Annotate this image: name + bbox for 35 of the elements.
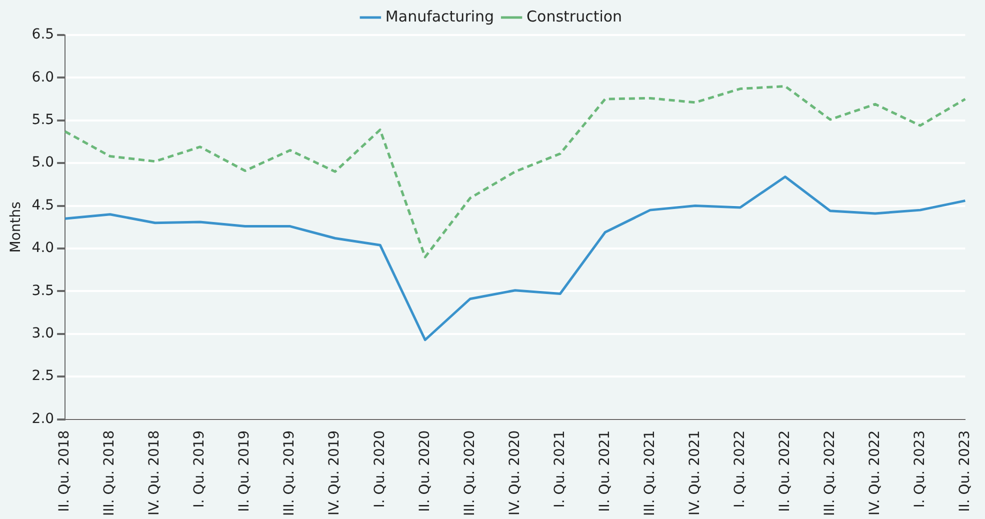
x-tick-label: II. Qu. 2023 bbox=[956, 430, 973, 512]
y-tick-label: 5.5 bbox=[32, 112, 54, 128]
x-tick-label: IV. Qu. 2022 bbox=[866, 430, 883, 516]
y-tick-label: 2.0 bbox=[32, 410, 54, 427]
x-tick-label: II. Qu. 2020 bbox=[416, 430, 433, 512]
x-tick-label: IV. Qu. 2021 bbox=[686, 430, 703, 516]
y-tick-label: 3.5 bbox=[32, 282, 54, 299]
x-tick-label: I. Qu. 2023 bbox=[912, 430, 928, 508]
x-tick-label: I. Qu. 2020 bbox=[372, 430, 388, 508]
x-tick-label: III. Qu. 2018 bbox=[102, 430, 118, 516]
y-tick-label: 6.0 bbox=[32, 69, 54, 86]
legend-label: Construction bbox=[526, 7, 622, 26]
y-tick-label: 6.5 bbox=[32, 26, 54, 43]
x-tick-label: III. Qu. 2020 bbox=[462, 430, 478, 516]
x-tick-label: II. Qu. 2019 bbox=[236, 430, 253, 512]
x-tick-label: I. Qu. 2022 bbox=[732, 430, 748, 508]
y-axis-title: Months bbox=[8, 202, 24, 253]
x-tick-label: III. Qu. 2022 bbox=[822, 430, 838, 516]
y-tick-label: 5.0 bbox=[32, 154, 54, 171]
y-tick-label: 4.5 bbox=[32, 197, 54, 214]
y-tick-label: 3.0 bbox=[32, 326, 54, 342]
y-tick-label: 2.5 bbox=[32, 368, 54, 384]
line-series bbox=[64, 84, 966, 258]
y-tick-label: 4.0 bbox=[32, 240, 54, 256]
x-tick-label: II. Qu. 2022 bbox=[776, 430, 793, 512]
x-tick-label: I. Qu. 2021 bbox=[552, 430, 568, 508]
x-tick-label: IV. Qu. 2020 bbox=[506, 430, 523, 516]
x-tick-label: I. Qu. 2019 bbox=[192, 430, 208, 508]
x-tick-label: IV. Qu. 2019 bbox=[326, 430, 343, 516]
legend-label: Manufacturing bbox=[385, 7, 494, 26]
x-tick-label: III. Qu. 2021 bbox=[642, 430, 658, 516]
x-tick-label: IV. Qu. 2018 bbox=[146, 430, 163, 516]
x-tick-label: II. Qu. 2018 bbox=[56, 430, 73, 512]
x-tick-label: III. Qu. 2019 bbox=[282, 430, 298, 516]
x-tick-label: II. Qu. 2021 bbox=[596, 430, 613, 512]
